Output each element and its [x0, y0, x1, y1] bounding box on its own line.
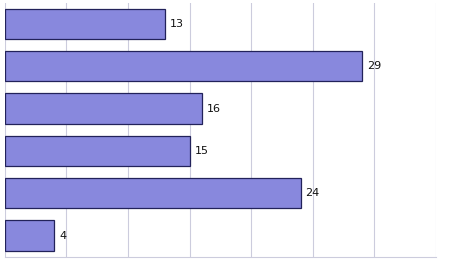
Text: 16: 16 — [207, 103, 221, 113]
Text: 29: 29 — [367, 61, 381, 71]
Text: 13: 13 — [170, 19, 184, 29]
Text: 4: 4 — [59, 231, 66, 241]
Bar — [5, 178, 301, 209]
Text: 15: 15 — [194, 146, 209, 156]
Text: 24: 24 — [305, 188, 319, 198]
Bar — [5, 93, 202, 124]
Bar — [5, 9, 165, 39]
Bar — [5, 136, 190, 166]
Bar — [5, 220, 54, 251]
Bar — [5, 51, 362, 81]
